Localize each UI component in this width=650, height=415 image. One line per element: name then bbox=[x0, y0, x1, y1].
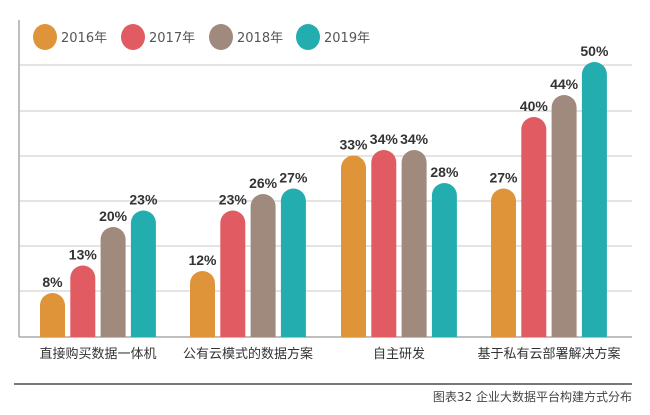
category-label: 直接购买数据一体机 bbox=[39, 346, 156, 362]
bar bbox=[70, 265, 96, 337]
bar bbox=[491, 188, 516, 337]
data-label: 28% bbox=[430, 164, 459, 180]
legend-label: 2018年 bbox=[237, 31, 283, 46]
data-label: 40% bbox=[520, 98, 549, 114]
bar bbox=[130, 210, 156, 337]
data-label: 13% bbox=[69, 247, 98, 263]
legend-swatch bbox=[209, 24, 233, 50]
data-label: 27% bbox=[279, 170, 308, 186]
data-label: 23% bbox=[219, 192, 248, 208]
bar bbox=[341, 155, 366, 337]
data-label: 23% bbox=[129, 192, 158, 208]
bar bbox=[401, 150, 427, 337]
data-label: 34% bbox=[370, 131, 399, 147]
legend-swatch bbox=[296, 24, 320, 50]
legend-swatch bbox=[121, 24, 145, 50]
bar bbox=[40, 292, 65, 337]
data-label: 33% bbox=[339, 137, 368, 153]
bar bbox=[220, 210, 246, 337]
legend-label: 2017年 bbox=[149, 31, 195, 46]
bar bbox=[100, 227, 126, 337]
bar bbox=[250, 194, 276, 337]
bar bbox=[190, 271, 215, 337]
data-label: 34% bbox=[400, 131, 429, 147]
legend-label: 2016年 bbox=[61, 31, 107, 46]
data-label: 8% bbox=[42, 274, 63, 290]
data-label: 44% bbox=[550, 76, 579, 92]
bar bbox=[431, 183, 457, 337]
legend-label: 2019年 bbox=[324, 31, 370, 46]
category-label: 公有云模式的数据方案 bbox=[183, 346, 313, 362]
bar bbox=[521, 116, 547, 337]
figure-caption: 图表32 企业大数据平台构建方式分布 bbox=[432, 390, 632, 404]
legend-swatch bbox=[33, 24, 57, 50]
category-label: 基于私有云部署解决方案 bbox=[477, 346, 620, 362]
data-label: 27% bbox=[489, 170, 518, 186]
bar bbox=[371, 150, 397, 337]
data-label: 20% bbox=[99, 208, 128, 224]
category-label: 自主研发 bbox=[373, 346, 425, 362]
data-label: 50% bbox=[580, 43, 609, 59]
data-label: 26% bbox=[249, 175, 278, 191]
data-label: 12% bbox=[188, 252, 217, 268]
bar bbox=[551, 94, 577, 337]
bar bbox=[280, 188, 306, 337]
bar bbox=[581, 62, 607, 337]
